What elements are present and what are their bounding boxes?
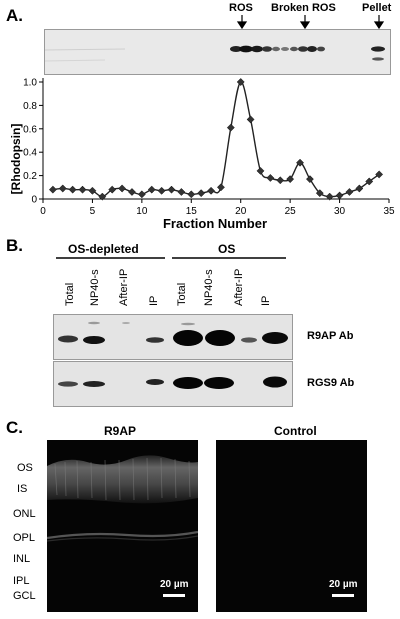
sucrose-gradient-gel: [44, 29, 391, 75]
lane-label-1: Total: [64, 282, 76, 306]
data-point-16: [197, 189, 206, 198]
data-point-4: [78, 185, 87, 194]
y-tick-label-3: 0.6: [23, 124, 37, 135]
data-point-24: [276, 176, 285, 185]
lane-label-4: IP: [148, 295, 160, 306]
gel-label-broken-ros: Broken ROS: [271, 2, 336, 14]
x-tick-label-3: 15: [186, 206, 198, 217]
data-point-11: [147, 185, 156, 194]
layer-label-inl: INL: [13, 553, 31, 565]
data-point-3: [68, 185, 77, 194]
data-point-29: [325, 192, 334, 201]
data-point-34: [375, 170, 384, 179]
x-tick-label-5: 25: [285, 206, 297, 217]
data-point-5: [88, 186, 97, 195]
gel-bands: [45, 45, 385, 62]
panel-c-letter: C.: [6, 418, 23, 437]
layer-label-os: OS: [17, 462, 33, 474]
panel-a-letter: A.: [6, 6, 23, 25]
data-point-12: [157, 186, 166, 195]
blot2-label: RGS9 Ab: [307, 377, 355, 389]
x-tick-label-4: 20: [235, 206, 247, 217]
gel-arrows: [236, 15, 385, 30]
micrograph-title-control: Control: [274, 424, 317, 438]
data-point-7: [108, 185, 117, 194]
scale-bar-line-left: [163, 594, 185, 597]
layer-label-gcl: GCL: [13, 590, 36, 602]
lane-label-6: NP40-s: [203, 269, 215, 306]
data-point-28: [315, 189, 324, 198]
scale-bar-label-right: 20 µm: [329, 579, 358, 590]
series-line: [52, 81, 380, 198]
data-point-33: [365, 177, 374, 186]
x-tick-label-7: 35: [383, 206, 395, 217]
blot-r9ap-bands: [58, 321, 288, 346]
layer-label-ipl: IPL: [13, 575, 30, 587]
data-point-22: [256, 166, 265, 175]
layer-label-opl: OPL: [13, 532, 36, 544]
data-point-30: [335, 191, 344, 200]
rhodopsin-chart: 0 5 10 15 20 25 30 35 0 0.2 0.4 0.6 0.8 1.0: [23, 78, 395, 218]
data-point-18: [216, 183, 225, 192]
data-point-32: [355, 184, 364, 193]
micrograph-r9ap: 20 µm: [46, 440, 199, 612]
western-blot-rgs9: [53, 361, 293, 407]
blot-rgs9-bands: [58, 376, 287, 389]
r9ap-staining: [46, 455, 199, 542]
lane-label-3: After-IP: [118, 268, 130, 306]
scale-bar-label-left: 20 µm: [160, 579, 189, 590]
layer-label-is: IS: [17, 483, 28, 495]
data-point-2: [58, 184, 67, 193]
panel-b-letter: B.: [6, 236, 23, 255]
scale-bar-line-right: [332, 594, 354, 597]
data-point-15: [187, 190, 196, 199]
data-point-9: [128, 188, 136, 196]
group-label-os-depleted: OS-depleted: [68, 242, 139, 256]
data-point-23: [266, 173, 275, 182]
data-point-13: [167, 185, 176, 194]
data-point-6: [98, 192, 107, 201]
y-tick-label-1: 0.2: [23, 171, 37, 182]
data-point-20: [236, 78, 245, 86]
data-point-31: [345, 188, 354, 196]
y-tick-label-2: 0.4: [23, 148, 37, 159]
lane-label-8: IP: [260, 295, 272, 306]
micrograph-title-r9ap: R9AP: [104, 424, 137, 438]
blot1-label: R9AP Ab: [307, 330, 354, 342]
x-tick-label-1: 5: [90, 206, 96, 217]
x-tick-label-0: 0: [40, 206, 46, 217]
gel-label-pellet: Pellet: [362, 2, 392, 14]
data-point-26: [296, 158, 304, 167]
layer-label-onl: ONL: [13, 508, 36, 520]
data-point-19: [226, 123, 235, 132]
lane-label-2: NP40-s: [89, 269, 101, 306]
chart-x-axis-label: Fraction Number: [162, 216, 267, 231]
data-point-25: [286, 175, 295, 184]
group-label-os: OS: [218, 242, 236, 256]
y-tick-label-5: 1.0: [23, 78, 37, 89]
data-point-14: [177, 188, 186, 196]
data-point-21: [246, 115, 255, 124]
lane-label-7: After-IP: [233, 268, 245, 306]
gel-label-ros: ROS: [229, 2, 253, 14]
lane-label-5: Total: [176, 282, 188, 306]
data-point-27: [305, 175, 314, 184]
y-tick-label-4: 0.8: [23, 101, 37, 112]
data-point-8: [118, 184, 127, 193]
data-point-1: [48, 185, 57, 194]
western-blot-r9ap: [53, 314, 293, 360]
group-underlines: [56, 257, 286, 259]
x-tick-label-2: 10: [136, 206, 148, 217]
y-tick-label-0: 0: [31, 195, 37, 206]
data-point-10: [137, 190, 146, 199]
micrograph-control: 20 µm: [216, 440, 367, 612]
x-tick-label-6: 30: [334, 206, 346, 217]
data-point-17: [207, 186, 216, 195]
